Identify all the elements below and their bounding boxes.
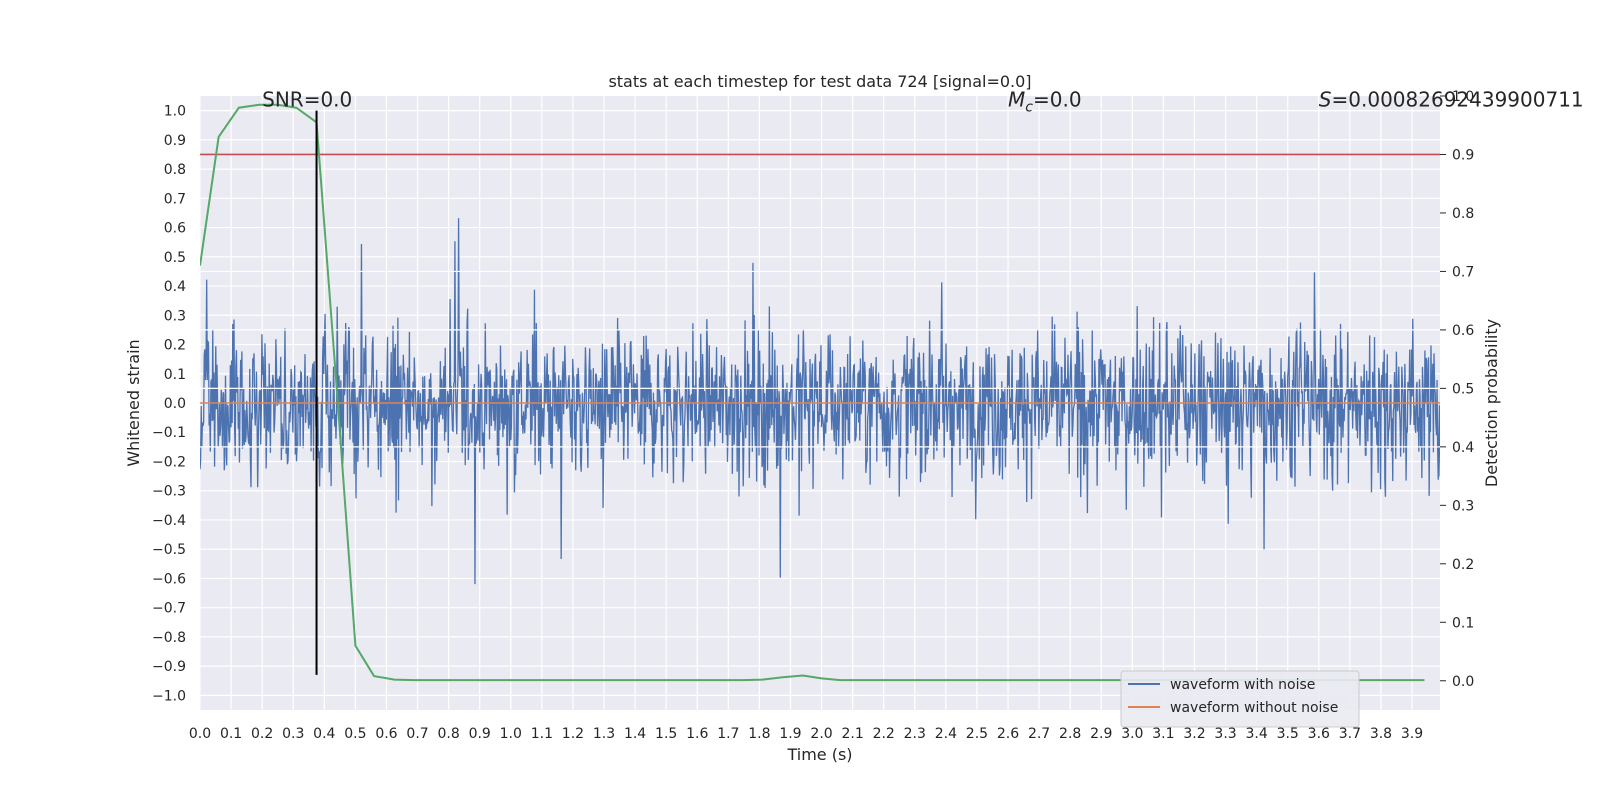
x-tick-label: 1.0 bbox=[500, 726, 522, 742]
y2-axis-label: Detection probability bbox=[1482, 319, 1501, 487]
x-tick-label: 0.7 bbox=[406, 726, 428, 742]
x-tick-label: 0.4 bbox=[313, 726, 335, 742]
y-tick-label: −0.8 bbox=[152, 630, 186, 646]
y2-tick-label: 0.0 bbox=[1452, 674, 1474, 690]
y-tick-label: −1.0 bbox=[152, 688, 186, 704]
x-tick-label: 1.8 bbox=[748, 726, 770, 742]
y2-tick-label: 0.2 bbox=[1452, 557, 1474, 573]
y-axis-label: Whitened strain bbox=[124, 339, 143, 466]
y-tick-label: 0.2 bbox=[164, 338, 186, 354]
x-tick-label: 3.0 bbox=[1121, 726, 1143, 742]
series-lines bbox=[200, 103, 1440, 682]
x-tick-label: 0.5 bbox=[344, 726, 366, 742]
y-tick-label: −0.3 bbox=[152, 484, 186, 500]
x-tick-label: 1.4 bbox=[624, 726, 646, 742]
x-tick-label: 1.5 bbox=[655, 726, 677, 742]
x-tick-label: 1.7 bbox=[717, 726, 739, 742]
x-tick-label: 0.1 bbox=[220, 726, 242, 742]
x-tick-label: 2.0 bbox=[810, 726, 832, 742]
x-tick-label: 3.1 bbox=[1152, 726, 1174, 742]
y2-tick-label: 1.0 bbox=[1452, 89, 1474, 105]
y-tick-label: −0.6 bbox=[152, 571, 186, 587]
x-tick-label: 0.8 bbox=[437, 726, 459, 742]
x-tick-label: 2.6 bbox=[997, 726, 1019, 742]
x-tick-label: 3.6 bbox=[1308, 726, 1330, 742]
annotation-0: SNR=0.0 bbox=[262, 88, 352, 112]
x-tick-label: 1.6 bbox=[686, 726, 708, 742]
legend-box bbox=[1120, 670, 1360, 728]
chart-title: stats at each timestep for test data 724… bbox=[608, 72, 1031, 91]
y-tick-label: −0.1 bbox=[152, 425, 186, 441]
legend: waveform with noise waveform without noi… bbox=[1120, 670, 1360, 728]
x-tick-label: 1.9 bbox=[779, 726, 801, 742]
y-tick-label: −0.9 bbox=[152, 659, 186, 675]
y-tick-label: 0.9 bbox=[164, 133, 186, 149]
y-tick-label: −0.5 bbox=[152, 542, 186, 558]
x-tick-label: 0.2 bbox=[251, 726, 273, 742]
y-tick-label: 0.1 bbox=[164, 367, 186, 383]
legend-label-clean: waveform without noise bbox=[1170, 700, 1338, 716]
y-tick-label: 0.6 bbox=[164, 221, 186, 237]
x-tick-label: 2.8 bbox=[1059, 726, 1081, 742]
x-tick-label: 1.3 bbox=[593, 726, 615, 742]
x-tick-label: 2.3 bbox=[904, 726, 926, 742]
x-tick-label: 2.1 bbox=[841, 726, 863, 742]
y-tick-label: 0.7 bbox=[164, 191, 186, 207]
x-axis-label: Time (s) bbox=[786, 745, 852, 764]
detection-probability-line bbox=[200, 103, 1425, 682]
y2-tick-label: 0.8 bbox=[1452, 206, 1474, 222]
x-tick-label: 3.2 bbox=[1183, 726, 1205, 742]
x-tick-label: 2.4 bbox=[935, 726, 957, 742]
y2-tick-label: 0.6 bbox=[1452, 323, 1474, 339]
x-tick-labels: 0.0 0.1 0.2 0.3 0.4 0.5 0.6 0.7 0.8 0.9 1.0 1.1 1.2 1… bbox=[189, 726, 1423, 742]
x-tick-label: 3.9 bbox=[1401, 726, 1423, 742]
y2-tick-labels: 0.0 0.1 0.2 0.3 0.4 0.5 0.6 0.7 0.8 0.9 1.0 bbox=[1440, 89, 1474, 690]
x-tick-label: 0.3 bbox=[282, 726, 304, 742]
y-tick-label: 0.3 bbox=[164, 308, 186, 324]
y-tick-label: 0.5 bbox=[164, 250, 186, 266]
x-tick-label: 3.4 bbox=[1246, 726, 1268, 742]
y-tick-label: −0.4 bbox=[152, 513, 186, 529]
x-tick-label: 3.7 bbox=[1339, 726, 1361, 742]
x-tick-label: 3.5 bbox=[1277, 726, 1299, 742]
y-tick-label: 0.4 bbox=[164, 279, 186, 295]
y2-tick-label: 0.7 bbox=[1452, 264, 1474, 280]
annotations: SNR=0.0 Mc=0.0 S=0.00082692439900711 bbox=[262, 88, 1584, 116]
y2-tick-label: 0.9 bbox=[1452, 147, 1474, 163]
noise-waveform-line bbox=[200, 218, 1440, 585]
y-tick-label: 1.0 bbox=[164, 104, 186, 120]
legend-label-noise: waveform with noise bbox=[1170, 677, 1315, 693]
x-tick-label: 0.9 bbox=[469, 726, 491, 742]
x-tick-label: 0.0 bbox=[189, 726, 211, 742]
x-tick-label: 1.2 bbox=[562, 726, 584, 742]
y-tick-label: 0.0 bbox=[164, 396, 186, 412]
y-tick-label: −0.7 bbox=[152, 601, 186, 617]
y2-tick-label: 0.3 bbox=[1452, 498, 1474, 514]
x-tick-label: 1.1 bbox=[531, 726, 553, 742]
x-tick-label: 3.8 bbox=[1370, 726, 1392, 742]
x-tick-label: 3.3 bbox=[1214, 726, 1236, 742]
series-waveform-with-noise bbox=[200, 218, 1440, 585]
y2-tick-label: 0.4 bbox=[1452, 440, 1474, 456]
x-tick-label: 2.5 bbox=[966, 726, 988, 742]
y-tick-label: 0.8 bbox=[164, 162, 186, 178]
y-tick-labels: −1.0 −0.9 −0.8 −0.7 −0.6 −0.5 −0.4 −0.3 −0.2 −0.1… bbox=[152, 104, 186, 705]
x-tick-label: 2.2 bbox=[873, 726, 895, 742]
y2-tick-label: 0.5 bbox=[1452, 381, 1474, 397]
x-tick-label: 2.7 bbox=[1028, 726, 1050, 742]
x-tick-label: 0.6 bbox=[375, 726, 397, 742]
x-tick-label: 2.9 bbox=[1090, 726, 1112, 742]
annotation-1: Mc=0.0 bbox=[1008, 88, 1082, 116]
y-tick-label: −0.2 bbox=[152, 454, 186, 470]
annotation-2: S=0.00082692439900711 bbox=[1319, 88, 1584, 112]
y2-tick-label: 0.1 bbox=[1452, 615, 1474, 631]
